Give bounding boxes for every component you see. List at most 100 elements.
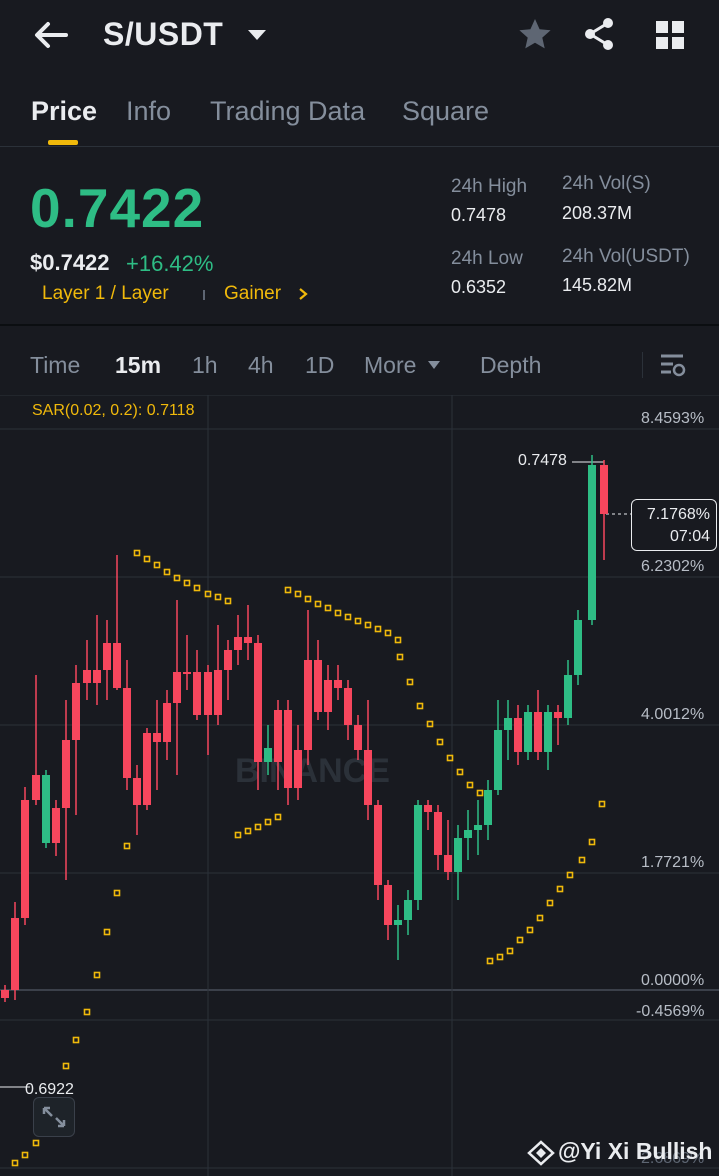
sar-dot (153, 561, 161, 569)
sar-dot (294, 590, 302, 598)
tf-1h[interactable]: 1h (192, 352, 218, 378)
candle-body (314, 660, 322, 712)
sar-dot (526, 926, 534, 934)
sar-dot (173, 574, 181, 582)
candle-body (163, 703, 171, 742)
stat-high-label: 24h High (451, 176, 528, 197)
candle-body (474, 825, 482, 830)
sar-dot (546, 899, 554, 907)
stat-vol-s-label: 24h Vol(S) (562, 173, 651, 194)
tf-depth[interactable]: Depth (480, 352, 542, 378)
axis-label-5: 0.0000% (641, 972, 705, 989)
caret-down-icon[interactable] (247, 28, 267, 42)
share-icon[interactable] (583, 17, 615, 51)
countdown: 07:04 (669, 528, 710, 545)
sar-dot (374, 625, 382, 633)
arrow-left-icon[interactable] (32, 20, 68, 50)
candle-body (204, 672, 212, 715)
candle-body (574, 620, 582, 675)
sar-dot (344, 613, 352, 621)
candle-body (364, 750, 372, 805)
sar-dot (578, 856, 586, 864)
sar-dot (244, 827, 252, 835)
sar-dot (314, 600, 322, 608)
star-icon[interactable] (518, 17, 552, 51)
main-tabs: Price Info Trading Data Square (0, 88, 719, 147)
binance-square-icon (527, 1140, 555, 1166)
grid-icon[interactable] (655, 20, 685, 50)
price-chart[interactable]: BINANCE (0, 395, 719, 1176)
sar-dot (183, 579, 191, 587)
sar-dot (133, 549, 141, 557)
sar-dot (556, 885, 564, 893)
candle-body (404, 900, 412, 920)
chevron-right-icon[interactable] (298, 287, 308, 301)
sar-dot (436, 738, 444, 746)
candle-body (564, 675, 572, 718)
tab-square[interactable]: Square (402, 96, 490, 126)
sar-dot (274, 813, 282, 821)
more-caret-icon[interactable] (427, 360, 441, 370)
candle-body (143, 733, 151, 805)
price-change: +16.42% (126, 251, 214, 276)
tab-trading-data[interactable]: Trading Data (210, 96, 366, 126)
credit-text: @Yi Xi Bullish (558, 1138, 713, 1164)
current-price-label: 7.1768% 07:04 (631, 499, 717, 551)
candle-body (123, 688, 131, 778)
sar-dot (566, 871, 574, 879)
candle-body (264, 748, 272, 762)
sar-dot (11, 1159, 19, 1167)
candle-body (234, 637, 242, 650)
sar-dot (396, 653, 404, 661)
low-price-marker: 0.6922 (25, 1081, 74, 1098)
sar-dot (384, 629, 392, 637)
chart-settings-icon[interactable] (659, 352, 687, 378)
candle-body (394, 920, 402, 925)
candle-body (464, 830, 472, 838)
tf-divider (642, 352, 643, 378)
sar-dot (476, 789, 484, 797)
candle-body (514, 718, 522, 752)
tab-price[interactable]: Price (31, 96, 98, 126)
axis-label-bottom: 2.6869% (641, 1150, 705, 1167)
sar-dot (163, 568, 171, 576)
tf-1d[interactable]: 1D (305, 352, 335, 378)
axis-label-2: 6.2302% (641, 558, 705, 575)
candle-body (214, 670, 222, 715)
sar-dot (254, 823, 262, 831)
candle-body (183, 672, 191, 674)
candle-body (284, 710, 292, 788)
candle-body (173, 672, 181, 703)
candle-body (374, 805, 382, 885)
sar-dot (123, 842, 131, 850)
tf-4h[interactable]: 4h (248, 352, 274, 378)
stat-vol-usdt-value: 145.82M (562, 275, 633, 295)
sar-dot (486, 957, 494, 965)
tf-time[interactable]: Time (30, 352, 81, 378)
candle-body (133, 778, 141, 805)
candle-body (42, 775, 50, 843)
sar-dot (21, 1151, 29, 1159)
axis-label-4: 1.7721% (641, 854, 705, 871)
candle-body (424, 805, 432, 812)
tf-more[interactable]: More (364, 352, 417, 378)
candle-body (494, 730, 502, 790)
category-tag[interactable]: Layer 1 / Layer (42, 283, 169, 304)
candle-body (62, 740, 70, 808)
sar-dot (32, 1139, 40, 1147)
sar-indicator-label: SAR(0.02, 0.2): 0.7118 (32, 402, 195, 419)
sar-dot (446, 754, 454, 762)
gainer-tag[interactable]: Gainer (224, 283, 282, 304)
axis-label-1: 8.4593% (641, 410, 705, 427)
candle-body (254, 643, 262, 762)
tab-info[interactable]: Info (126, 96, 172, 126)
sar-dot (334, 609, 342, 617)
pair-title[interactable]: S/USDT (103, 16, 224, 52)
candle-body (304, 660, 312, 750)
candle-body (354, 725, 362, 750)
candle-body (334, 680, 342, 688)
tf-15m[interactable]: 15m (115, 352, 162, 378)
expand-button[interactable] (33, 1097, 75, 1137)
sar-dot (214, 593, 222, 601)
sar-dot (284, 586, 292, 594)
